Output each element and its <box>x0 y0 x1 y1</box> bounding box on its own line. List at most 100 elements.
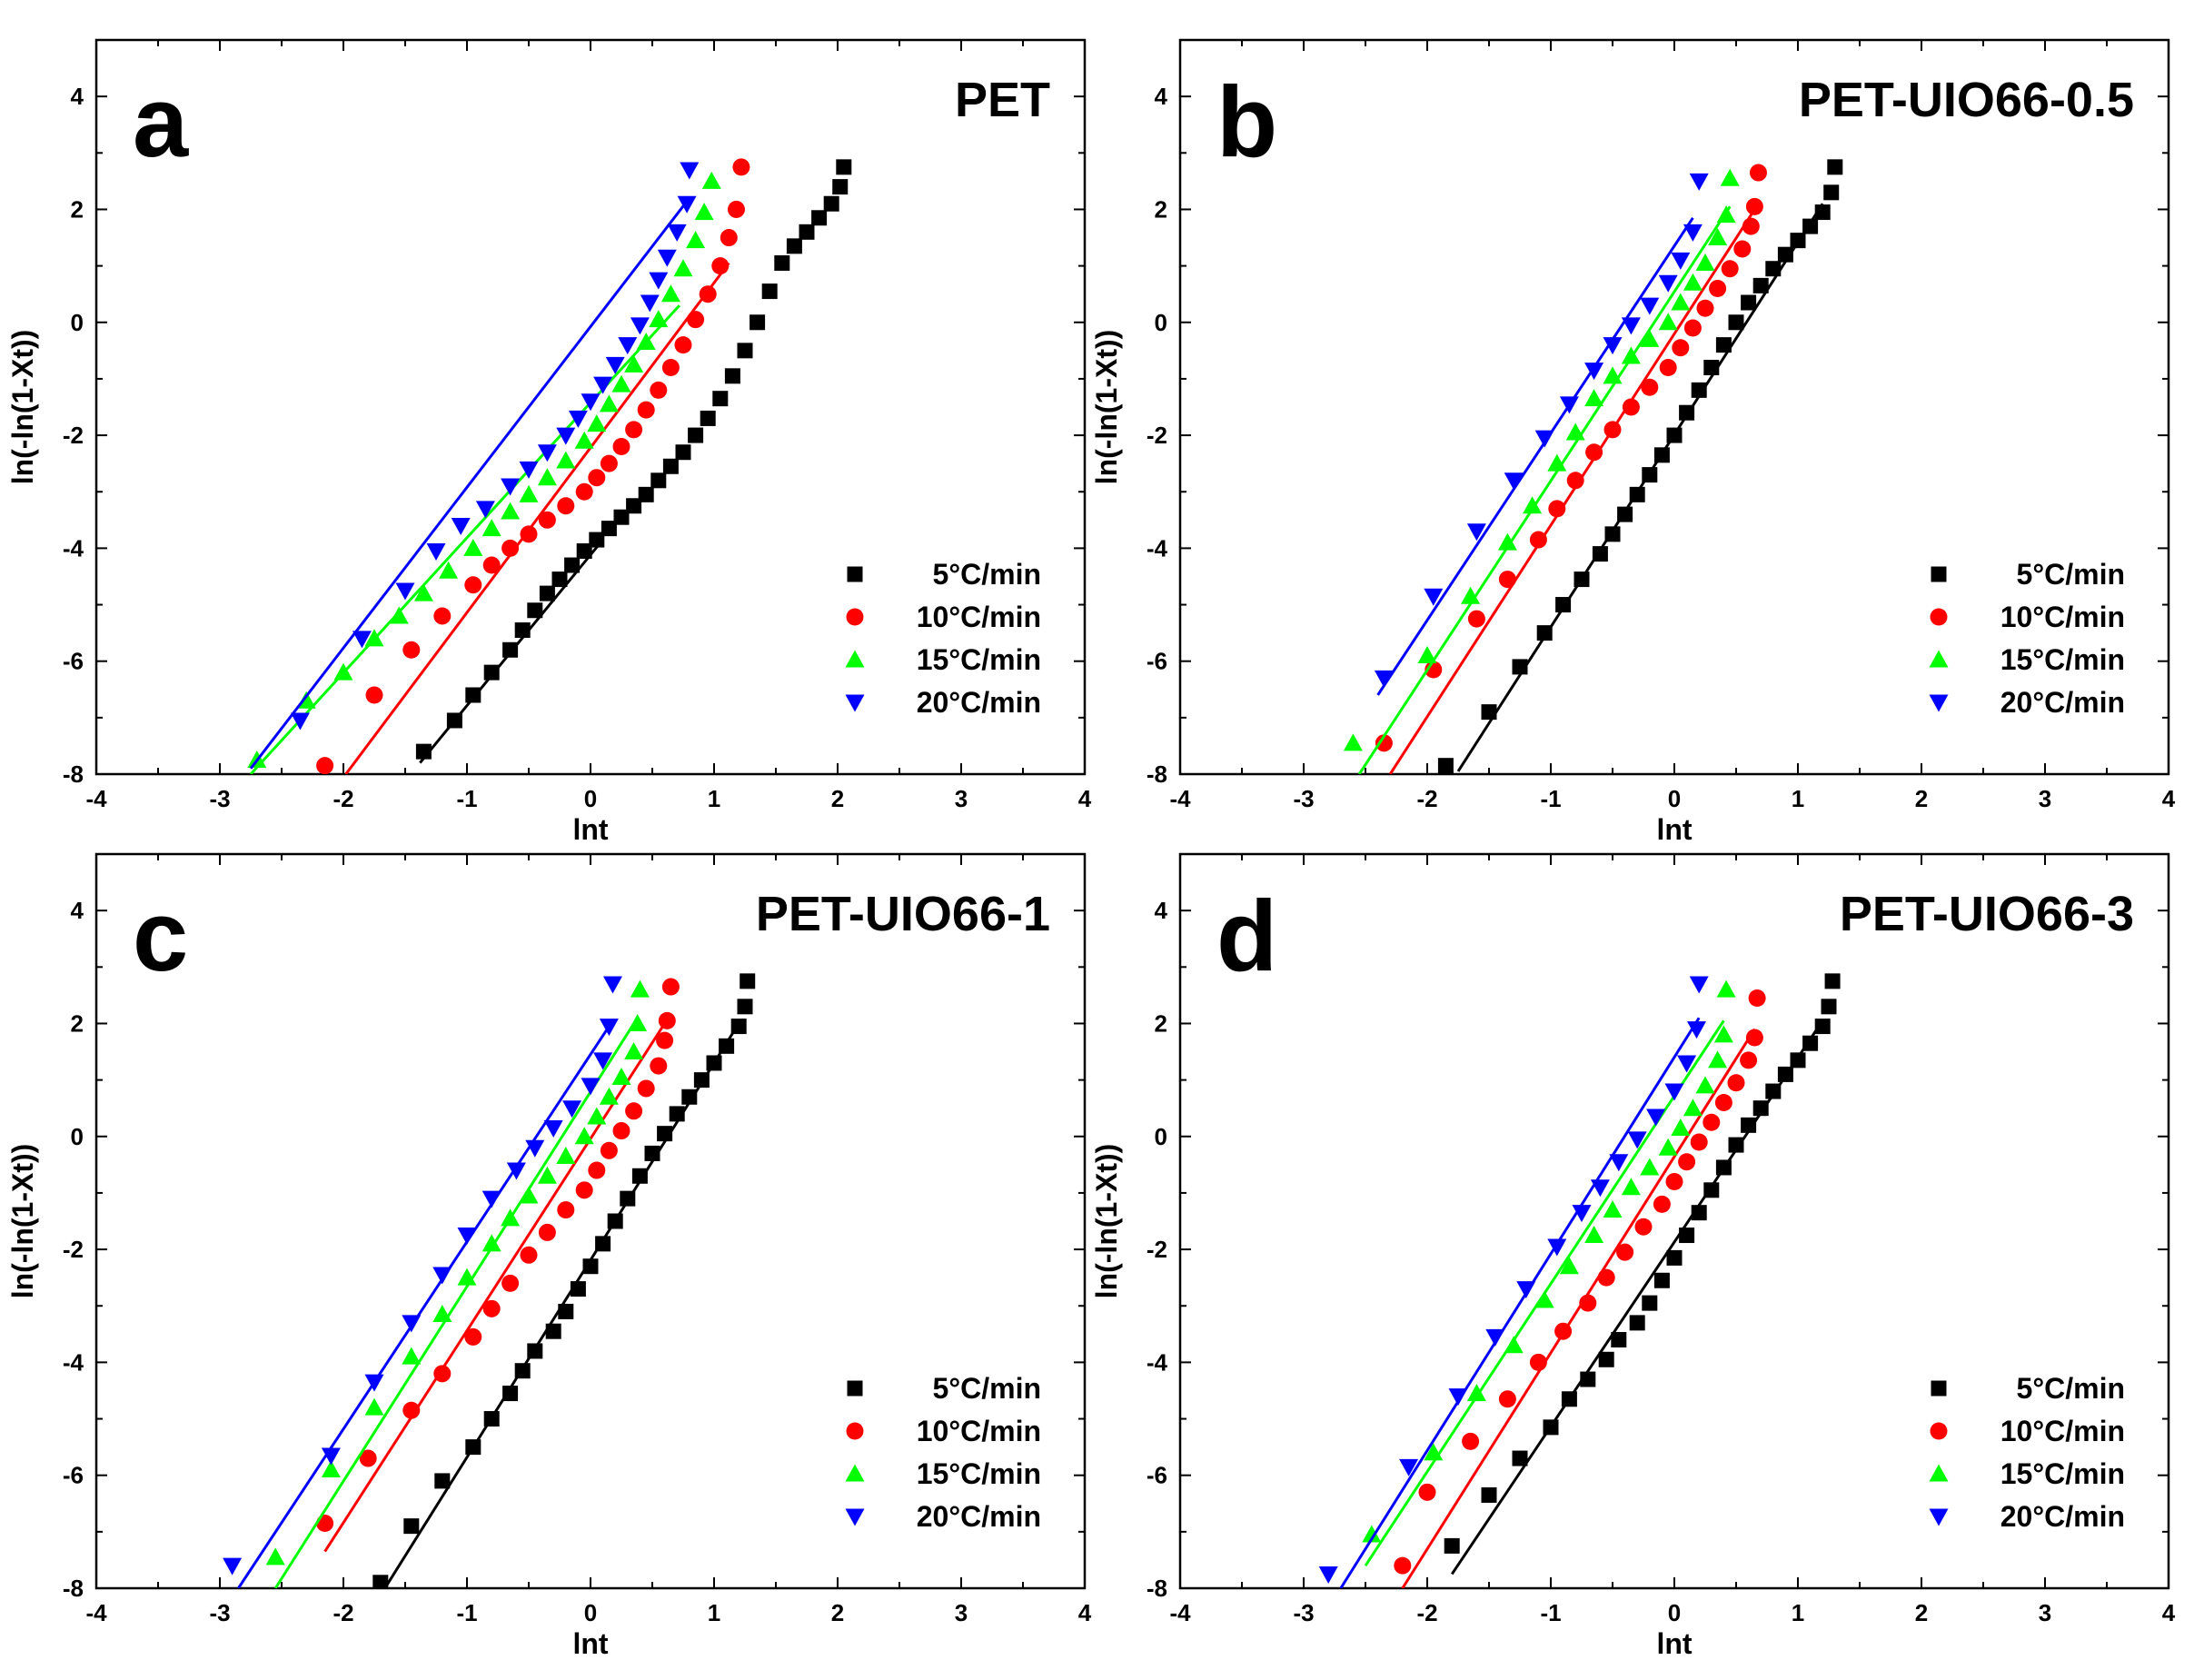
legend-label: 5°C/min <box>933 558 1041 591</box>
data-point <box>1745 197 1763 215</box>
data-point <box>1592 546 1608 562</box>
data-point <box>719 1038 735 1054</box>
data-point <box>501 478 521 496</box>
data-point <box>626 498 642 514</box>
data-point <box>556 427 576 445</box>
data-point <box>658 1011 676 1029</box>
x-tick-label: -1 <box>456 1599 477 1626</box>
legend-label: 10°C/min <box>2000 1415 2125 1447</box>
x-tick-label: 4 <box>1078 785 1092 812</box>
legend-marker <box>847 1380 863 1397</box>
series-2 <box>316 158 750 774</box>
data-point <box>1512 1450 1528 1466</box>
data-point <box>1466 523 1486 542</box>
data-point <box>701 171 721 189</box>
data-point <box>1752 1100 1769 1117</box>
legend-label: 5°C/min <box>933 1372 1041 1405</box>
data-point <box>1727 1074 1745 1092</box>
x-axis-title: lnt <box>572 1627 608 1660</box>
data-point <box>1777 246 1793 263</box>
data-point <box>1646 1108 1666 1127</box>
data-point <box>562 1100 582 1118</box>
y-tick-label: -2 <box>1147 422 1167 449</box>
data-point <box>694 203 714 221</box>
panel-b: -4 -3 -2 -1 0 1 2 3 4 -8 -6 -4 -2 0 2 4 lnt ln(-ln(1-Xt))… <box>1090 38 2176 846</box>
data-point <box>465 1439 481 1456</box>
y-tick-label: -8 <box>1147 1575 1167 1602</box>
data-point <box>527 602 543 619</box>
data-point <box>1444 1537 1460 1554</box>
data-point <box>1821 999 1837 1015</box>
data-point <box>1824 973 1841 989</box>
data-point <box>1534 1290 1554 1308</box>
legend: 5°C/min 10°C/min 15°C/min 20°C/min <box>845 558 1041 719</box>
data-point <box>558 1303 574 1319</box>
data-point <box>1437 758 1454 774</box>
data-point <box>372 1575 389 1588</box>
data-point <box>1641 378 1659 396</box>
data-point <box>537 1166 557 1184</box>
data-point <box>265 1547 285 1566</box>
data-point <box>514 1363 531 1379</box>
data-point <box>650 472 667 489</box>
data-point <box>1634 1218 1653 1236</box>
y-tick-label: -8 <box>63 1575 84 1602</box>
data-point <box>501 539 520 557</box>
legend-marker <box>1930 608 1948 626</box>
x-tick-label: -1 <box>1540 785 1561 812</box>
data-point <box>426 542 446 561</box>
data-point <box>1504 472 1524 491</box>
data-point <box>402 1347 422 1365</box>
data-point <box>501 1208 521 1227</box>
series-2 <box>1375 164 1767 774</box>
data-point <box>557 1201 575 1219</box>
data-point <box>514 622 531 639</box>
data-point <box>737 999 753 1015</box>
series-1 <box>1444 973 1841 1576</box>
data-point <box>1679 404 1695 421</box>
data-point <box>588 469 606 487</box>
data-point <box>483 664 500 681</box>
data-point <box>537 468 557 486</box>
data-point <box>1523 496 1543 514</box>
x-tick-label: 0 <box>1668 785 1681 812</box>
x-tick-label: 1 <box>708 785 720 812</box>
legend-label: 10°C/min <box>917 601 1041 633</box>
data-point <box>581 393 601 412</box>
data-point <box>1579 1294 1597 1312</box>
data-point <box>520 1246 538 1264</box>
fit-line <box>323 1022 666 1553</box>
legend-label: 5°C/min <box>2017 1372 2125 1405</box>
data-point <box>1536 625 1553 641</box>
y-tick-label: 2 <box>1155 1009 1167 1037</box>
y-tick-label: -4 <box>1147 1348 1168 1376</box>
data-point <box>589 532 605 548</box>
data-point <box>364 629 384 647</box>
x-tick-label: -2 <box>1416 785 1437 812</box>
data-point <box>1814 1019 1831 1035</box>
data-point <box>1640 329 1660 347</box>
data-point <box>457 1267 477 1286</box>
legend-marker <box>846 1422 864 1440</box>
data-point <box>545 1323 561 1339</box>
data-point <box>599 1087 619 1105</box>
data-point <box>1621 1178 1641 1196</box>
data-point <box>649 310 669 328</box>
x-tick-label: -1 <box>456 785 477 812</box>
data-point <box>661 978 680 996</box>
series-4 <box>223 976 622 1588</box>
x-tick-label: 4 <box>2162 1599 2176 1626</box>
data-point <box>1703 359 1720 375</box>
x-axis-title: lnt <box>572 813 608 846</box>
data-point <box>1695 253 1715 272</box>
data-point <box>482 556 501 574</box>
y-tick-label: 0 <box>71 1123 84 1150</box>
data-point <box>1748 989 1766 1007</box>
data-point <box>1466 1384 1486 1402</box>
panel-letter: c <box>133 880 188 992</box>
legend-label: 15°C/min <box>2000 1457 2125 1490</box>
data-area <box>1343 159 1843 774</box>
data-point <box>600 454 618 472</box>
data-point <box>732 158 750 176</box>
